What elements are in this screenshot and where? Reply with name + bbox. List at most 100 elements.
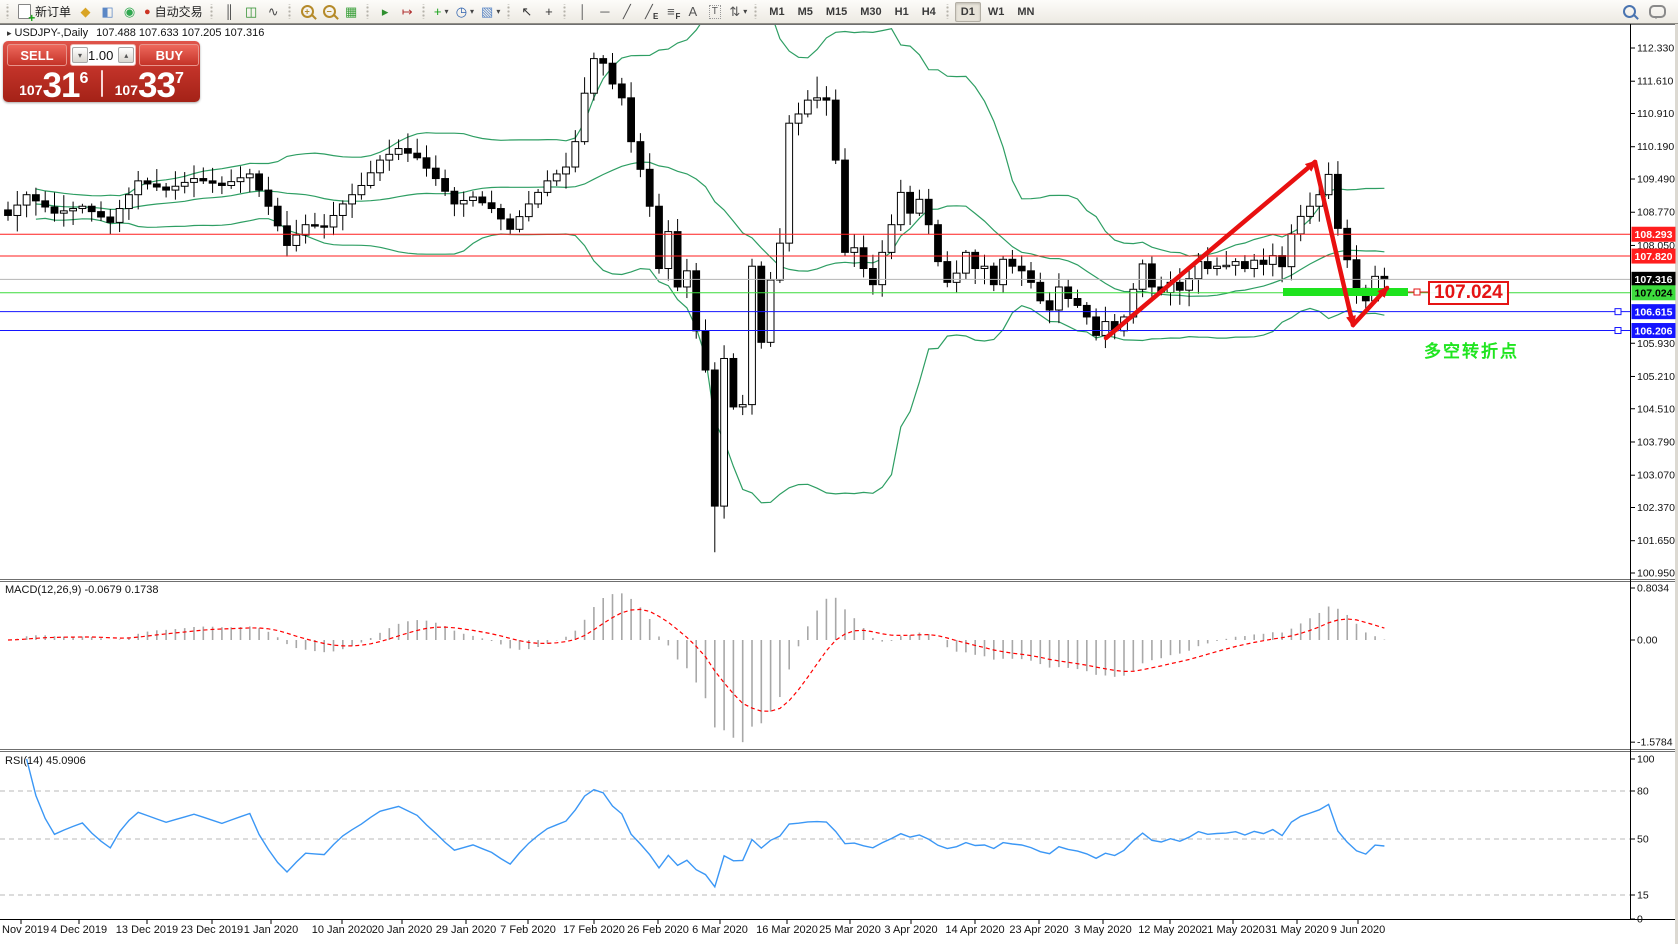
timeframe-h1[interactable]: H1 [889, 2, 915, 22]
trendline-button[interactable]: ╱ [616, 2, 637, 22]
svg-text:29 Jan 2020: 29 Jan 2020 [436, 924, 497, 936]
macd-indicator-label: MACD(12,26,9) -0.0679 0.1738 [5, 584, 159, 596]
equidistant-channel-button[interactable]: ╱ E [638, 2, 659, 22]
timeframe-m5[interactable]: M5 [792, 2, 819, 22]
fibonacci-button[interactable]: ≡ F [660, 2, 681, 22]
arrows-button[interactable]: ⇅ ▾ [726, 2, 750, 22]
zoom-out-button[interactable]: − [319, 2, 340, 22]
horizontal-line-button[interactable]: ─ [594, 2, 615, 22]
svg-text:10 Jan 2020: 10 Jan 2020 [312, 924, 373, 936]
toolbar-grip [364, 4, 370, 19]
svg-text:0.8034: 0.8034 [1637, 583, 1669, 595]
candlestick-chart-button[interactable]: ◫ [241, 2, 262, 22]
text-button[interactable]: A [682, 2, 703, 22]
crosshair-button[interactable]: + [538, 2, 559, 22]
buy-button[interactable]: BUY [139, 44, 200, 66]
level-lines [0, 233, 1630, 335]
tile-windows-button[interactable]: ▦ [341, 2, 362, 22]
svg-text:31 May 2020: 31 May 2020 [1265, 924, 1329, 936]
svg-text:12 May 2020: 12 May 2020 [1138, 924, 1202, 936]
volume-decrease-button[interactable]: ▾ [72, 47, 88, 63]
volume-field[interactable]: ▾ 1.00 ▴ [70, 44, 137, 66]
svg-text:6 Mar 2020: 6 Mar 2020 [692, 924, 748, 936]
crosshair-icon: + [545, 4, 553, 19]
line-chart-icon: ∿ [267, 3, 279, 19]
fibonacci-icon: ≡ [667, 4, 675, 19]
symbol-period-label: USDJPY-,Daily [14, 27, 89, 39]
svg-text:25 Mar 2020: 25 Mar 2020 [819, 924, 881, 936]
price-chart[interactable]: 112.330 111.610 110.910 110.190 109.490 108.7… [0, 24, 1678, 944]
sell-button[interactable]: SELL [7, 44, 67, 66]
line-chart-button[interactable]: ∿ [263, 2, 284, 22]
svg-text:4 Dec 2019: 4 Dec 2019 [51, 924, 107, 936]
timeframe-h4[interactable]: H4 [916, 2, 942, 22]
sell-price-point: 6 [79, 70, 89, 87]
svg-text:23 Apr 2020: 23 Apr 2020 [1009, 924, 1068, 936]
timeframe-m30[interactable]: M30 [854, 2, 887, 22]
zoom-out-icon: − [322, 5, 336, 18]
signals-icon[interactable]: ◉ [119, 2, 140, 22]
main-toolbar: + 新订单 ◆ ◧ ◉ ● 自动交易 ║ ◫ ∿ + − ▦ ▸ ↦ + ▾ ◷ ▾ ▧ ▾ ↖ + │ ─ ╱ ╱ E ≡ F A T ⇅ ▾ M… [0, 0, 1678, 24]
main-panel [35, 25, 1385, 504]
trend-arrows [1103, 159, 1390, 341]
svg-text:1 Jan 2020: 1 Jan 2020 [244, 924, 298, 936]
svg-text:0: 0 [1637, 914, 1643, 926]
svg-text:15: 15 [1637, 890, 1649, 902]
text-icon: A [688, 4, 698, 19]
toolbar-grip [208, 4, 214, 19]
auto-trading-button[interactable]: ● 自动交易 [141, 2, 206, 22]
svg-text:13 Dec 2019: 13 Dec 2019 [116, 924, 178, 936]
indicators-button[interactable]: + ▾ [431, 2, 452, 22]
toolbar-grip [944, 4, 950, 19]
sell-price-figure: 107 [19, 82, 43, 98]
timeframe-m1[interactable]: M1 [763, 2, 790, 22]
svg-text:50: 50 [1637, 834, 1649, 846]
cursor-button[interactable]: ↖ [516, 2, 537, 22]
svg-text:5 Nov 2019: 5 Nov 2019 [0, 924, 49, 936]
buy-price: 107 33 7 [103, 68, 197, 103]
svg-text:102.370: 102.370 [1637, 502, 1675, 514]
svg-text:108.770: 108.770 [1637, 207, 1675, 219]
svg-text:100: 100 [1637, 754, 1655, 766]
svg-text:106.615: 106.615 [1635, 306, 1673, 318]
volume-increase-button[interactable]: ▴ [118, 47, 135, 63]
volume-value[interactable]: 1.00 [88, 47, 114, 63]
new-order-icon: + [18, 4, 35, 24]
zoom-in-button[interactable]: + [297, 2, 318, 22]
ohlc-quotes: 107.488 107.633 107.205 107.316 [96, 27, 265, 39]
periods-button[interactable]: ◷ ▾ [453, 2, 477, 22]
svg-text:7 Feb 2020: 7 Feb 2020 [500, 924, 556, 936]
chat-icon [1649, 5, 1666, 19]
timeframe-w1[interactable]: W1 [982, 2, 1011, 22]
timeframe-m15[interactable]: M15 [820, 2, 853, 22]
svg-text:16 Mar 2020: 16 Mar 2020 [756, 924, 818, 936]
svg-text:106.206: 106.206 [1635, 325, 1673, 337]
search-button[interactable] [1619, 2, 1640, 22]
community-button[interactable] [1646, 2, 1669, 22]
chart-shift-icon: ↦ [401, 3, 413, 19]
vertical-line-icon: │ [578, 4, 587, 19]
text-label-button[interactable]: T [704, 2, 725, 22]
timeframe-d1[interactable]: D1 [954, 1, 981, 22]
price-axis: 112.330 111.610 110.910 110.190 109.490 108.7… [1630, 43, 1676, 926]
market-watch-icon: ◧ [101, 3, 114, 19]
templates-button[interactable]: ▧ ▾ [478, 2, 503, 22]
new-order-button[interactable]: + 新订单 [15, 2, 74, 24]
auto-scroll-button[interactable]: ▸ [375, 2, 396, 22]
svg-text:100.950: 100.950 [1637, 568, 1675, 580]
svg-text:-1.5784: -1.5784 [1637, 737, 1673, 749]
window-marker-icon: ▸ [7, 28, 12, 38]
svg-text:3 May 2020: 3 May 2020 [1074, 924, 1131, 936]
turning-point-annotation[interactable]: 多空转折点 [1424, 342, 1519, 361]
chart-shift-button[interactable]: ↦ [397, 2, 418, 22]
cursor-icon: ↖ [521, 3, 533, 19]
bar-chart-button[interactable]: ║ [219, 2, 240, 22]
chart-symbol-header: ▸ USDJPY-,Daily 107.488 107.633 107.205 10… [7, 27, 264, 39]
timeframe-mn[interactable]: MN [1011, 2, 1040, 22]
chart-style-icon[interactable]: ◆ [75, 2, 96, 22]
svg-text:0.00: 0.00 [1637, 635, 1658, 647]
svg-text:112.330: 112.330 [1637, 43, 1674, 55]
vertical-line-button[interactable]: │ [572, 2, 593, 22]
market-watch-icon[interactable]: ◧ [97, 2, 118, 22]
price-callout-107024[interactable]: 107.024 [1428, 281, 1509, 305]
